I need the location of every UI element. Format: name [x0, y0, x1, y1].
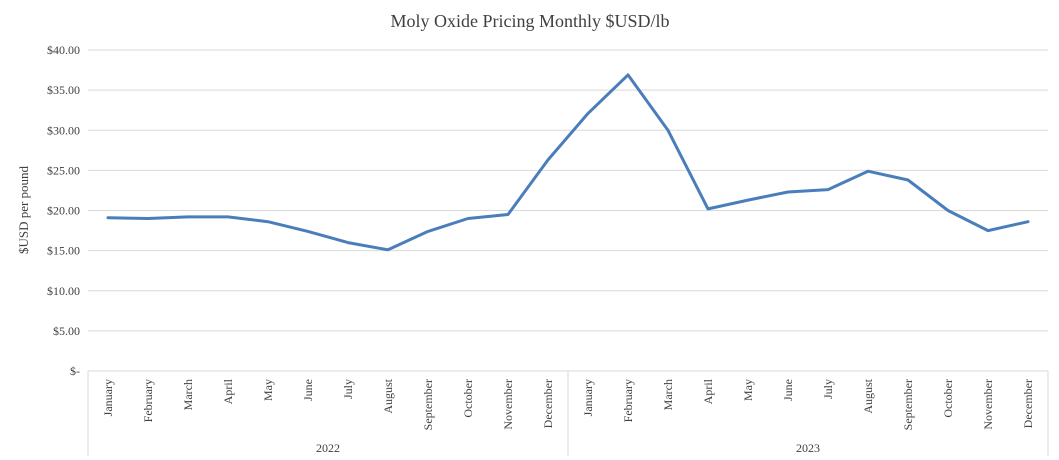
- grid-lines: [87, 49, 1049, 456]
- y-tick-label: $20.00: [47, 204, 80, 218]
- x-tick-label: October: [461, 379, 475, 418]
- x-tick-label: May: [741, 379, 755, 401]
- series-line: [106, 73, 1030, 252]
- x-tick-label: December: [1021, 379, 1035, 428]
- y-tick-labels: $- $5.00 $10.00 $15.00 $20.00 $25.00 $30.00 $35…: [47, 43, 80, 378]
- y-tick-label: $40.00: [47, 43, 80, 57]
- x-tick-label: September: [421, 379, 435, 430]
- series-layer: [106, 73, 1030, 252]
- y-tick-label: $25.00: [47, 163, 80, 177]
- y-axis-label: $USD per pound: [16, 165, 31, 254]
- year-group-label: 2022: [316, 441, 340, 455]
- x-tick-label: October: [941, 379, 955, 418]
- x-tick-label: February: [621, 379, 635, 422]
- x-tick-label: January: [581, 379, 595, 416]
- x-tick-label: February: [141, 379, 155, 422]
- y-tick-label: $5.00: [53, 324, 80, 338]
- x-tick-label: June: [301, 379, 315, 401]
- y-tick-label: $30.00: [47, 123, 80, 137]
- x-tick-label: April: [701, 378, 715, 404]
- x-tick-label: July: [821, 379, 835, 399]
- y-tick-label: $15.00: [47, 244, 80, 258]
- x-tick-label: November: [981, 379, 995, 430]
- x-tick-label: March: [661, 379, 675, 410]
- y-tick-label: $-: [70, 364, 80, 378]
- year-group-label: 2023: [796, 441, 820, 455]
- year-group-labels: 2022 2023: [316, 441, 820, 455]
- chart-title: Moly Oxide Pricing Monthly $USD/lb: [390, 11, 669, 31]
- x-tick-label: December: [541, 379, 555, 428]
- x-tick-label: March: [181, 379, 195, 410]
- x-tick-labels: January February March April May June July Augu…: [101, 378, 1035, 430]
- x-tick-label: June: [781, 379, 795, 401]
- x-tick-label: November: [501, 379, 515, 430]
- x-tick-label: September: [901, 379, 915, 430]
- x-tick-label: April: [221, 378, 235, 404]
- x-tick-label: August: [381, 378, 395, 413]
- x-tick-label: January: [101, 379, 115, 416]
- y-tick-label: $35.00: [47, 83, 80, 97]
- x-tick-label: May: [261, 379, 275, 401]
- x-tick-label: July: [341, 379, 355, 399]
- y-tick-label: $10.00: [47, 284, 80, 298]
- x-tick-label: August: [861, 378, 875, 413]
